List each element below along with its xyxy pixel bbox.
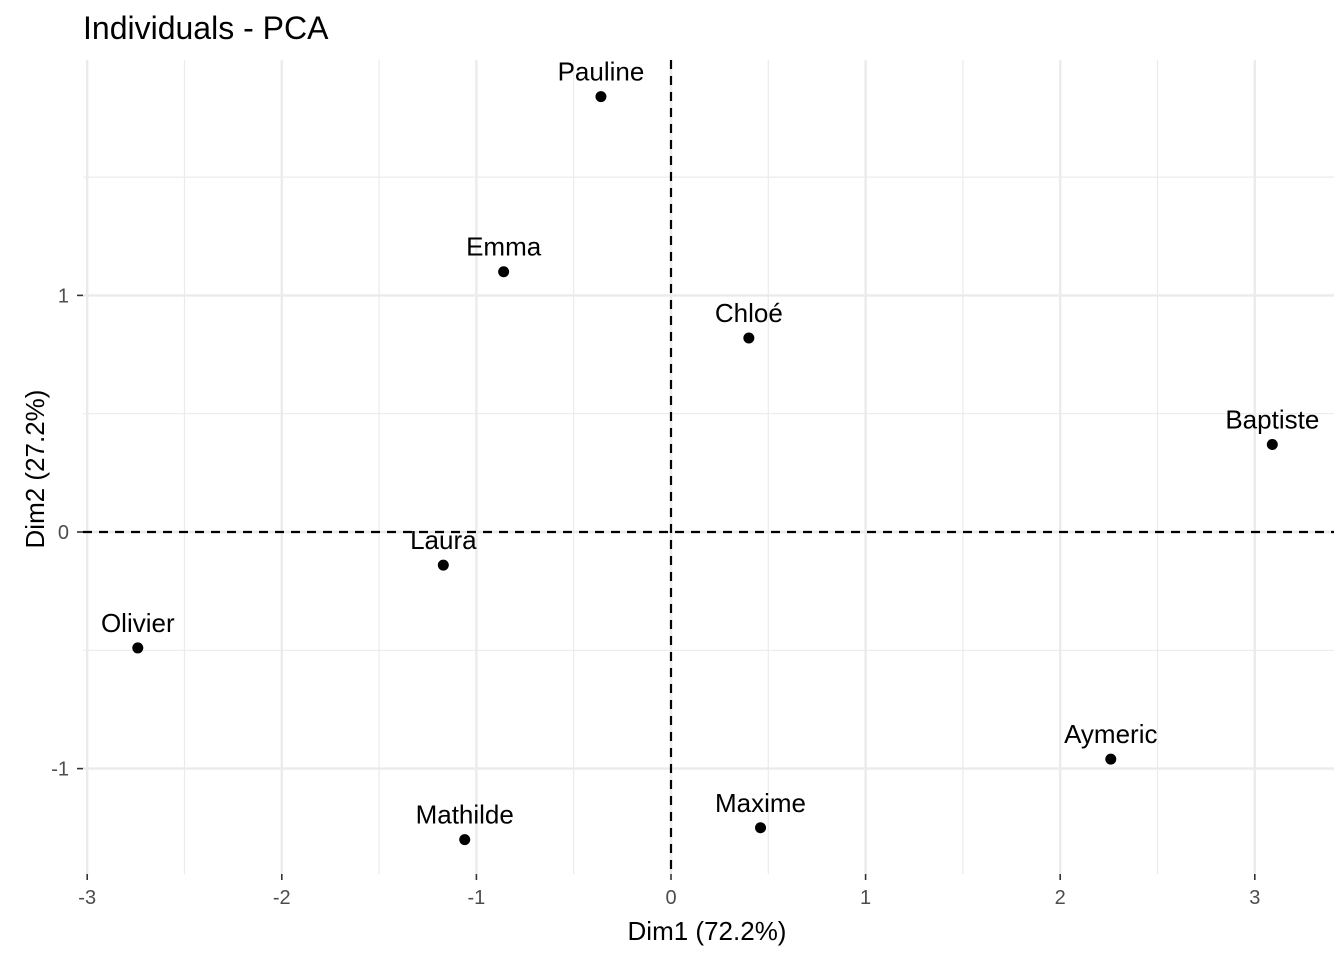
data-point — [595, 91, 607, 103]
x-tick-label: 0 — [665, 887, 676, 909]
point-label: Laura — [410, 525, 477, 555]
point-label: Olivier — [101, 608, 175, 638]
data-point — [459, 834, 471, 846]
x-tick-label: 1 — [860, 887, 871, 909]
x-tick-label: -2 — [273, 887, 291, 909]
point-label: Mathilde — [416, 800, 514, 830]
major-gridlines — [83, 60, 1334, 874]
axis-ticks: -3 -2 -1 0 1 2 3 -1 0 1 — [51, 285, 1260, 909]
data-point — [498, 266, 510, 278]
point-label: Aymeric — [1064, 719, 1157, 749]
x-tick-label: 2 — [1055, 887, 1066, 909]
point-label: Emma — [466, 232, 542, 262]
x-axis-title: Dim1 (72.2%) — [628, 916, 787, 946]
data-points — [132, 91, 1278, 846]
data-point — [743, 332, 755, 344]
point-label: Chloé — [715, 298, 783, 328]
point-label: Pauline — [558, 57, 645, 87]
point-label: Maxime — [715, 788, 806, 818]
y-axis-title: Dim2 (27.2%) — [20, 390, 50, 549]
reference-lines — [83, 60, 1334, 874]
data-point — [437, 559, 449, 571]
x-tick-label: -3 — [78, 887, 96, 909]
point-label: Baptiste — [1225, 404, 1319, 434]
data-point — [1266, 438, 1278, 450]
data-point — [755, 822, 767, 834]
y-tick-label: 0 — [58, 522, 69, 544]
y-tick-label: 1 — [58, 285, 69, 307]
x-tick-label: -1 — [468, 887, 486, 909]
x-tick-label: 3 — [1249, 887, 1260, 909]
minor-gridlines — [83, 60, 1334, 874]
y-tick-label: -1 — [51, 759, 69, 781]
data-point — [1105, 753, 1117, 765]
chart-title: Individuals - PCA — [83, 10, 329, 46]
data-point — [132, 642, 144, 654]
point-labels: Pauline Emma Chloé Baptiste Laura Olivier Ayme… — [101, 57, 1319, 830]
